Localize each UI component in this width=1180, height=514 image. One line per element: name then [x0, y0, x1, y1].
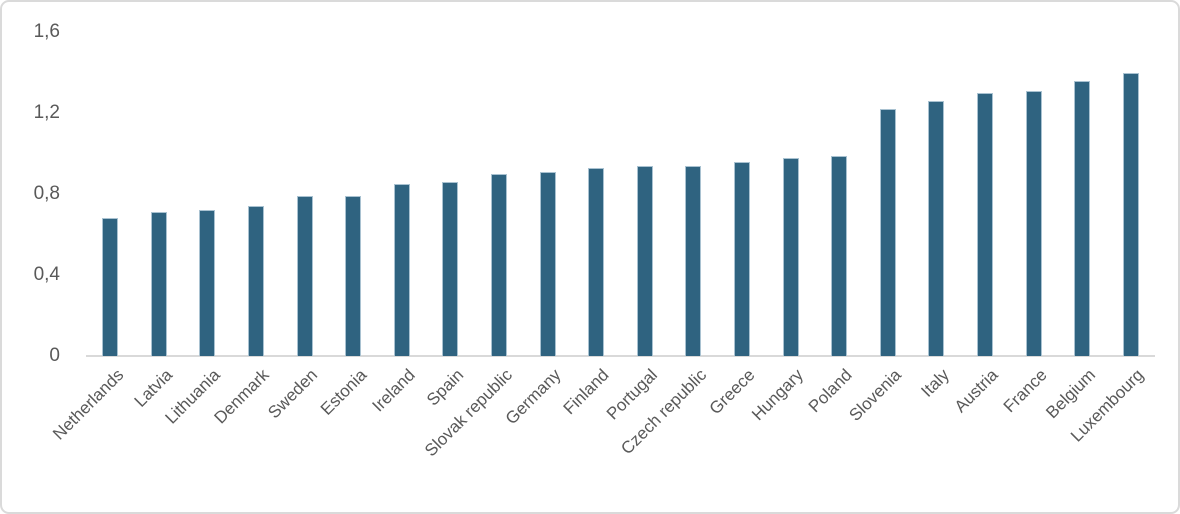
x-axis-label-italy: Italy	[917, 365, 954, 401]
x-axis-line	[86, 355, 1155, 357]
bar-latvia	[150, 212, 167, 356]
bar-sweden	[296, 196, 313, 356]
x-axis-label-latvia: Latvia	[130, 365, 176, 411]
bar-portugal	[636, 165, 653, 356]
x-axis-label-austria: Austria	[950, 365, 1002, 417]
bar-lithuania	[199, 210, 216, 356]
bar-finland	[588, 167, 605, 356]
y-axis-tick-label: 1,2	[33, 102, 60, 124]
bar-luxembourg	[1122, 72, 1139, 356]
x-axis-label-slovak-republic: Slovak republic	[420, 365, 516, 461]
bar-ireland	[393, 183, 410, 356]
y-axis-tick-label: 0,4	[33, 264, 60, 286]
bar-france	[1025, 90, 1042, 356]
bar-slovenia	[879, 108, 896, 356]
bar-spain	[442, 181, 459, 356]
bar-czech-republic	[685, 165, 702, 356]
bar-netherlands	[102, 218, 119, 356]
bar-hungary	[782, 157, 799, 356]
bar-belgium	[1074, 80, 1091, 356]
bar-germany	[539, 171, 556, 356]
bar-estonia	[345, 196, 362, 356]
bar-austria	[976, 92, 993, 356]
bar-slovak-republic	[491, 173, 508, 356]
bar-italy	[928, 100, 945, 356]
x-axis-label-sweden: Sweden	[264, 365, 322, 423]
bar-poland	[831, 155, 848, 356]
y-axis-tick-label: 0,8	[33, 183, 60, 205]
x-axis-label-slovenia: Slovenia	[844, 365, 905, 425]
x-axis-label-ireland: Ireland	[368, 365, 419, 416]
x-axis-label-estonia: Estonia	[316, 365, 370, 419]
y-axis-tick-label: 0	[49, 345, 60, 367]
x-axis-label-netherlands: Netherlands	[48, 365, 128, 444]
x-axis-label-spain: Spain	[422, 365, 468, 410]
x-axis-label-hungary: Hungary	[748, 365, 808, 425]
bar-denmark	[248, 206, 265, 356]
y-axis-tick-label: 1,6	[33, 21, 60, 43]
bar-greece	[733, 161, 750, 356]
